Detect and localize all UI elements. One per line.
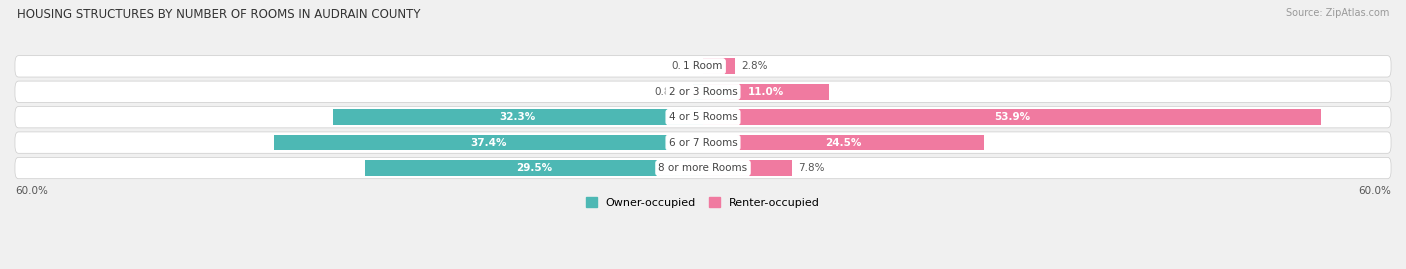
- Bar: [703, 84, 830, 100]
- Text: 0.87%: 0.87%: [654, 87, 688, 97]
- Text: 2 or 3 Rooms: 2 or 3 Rooms: [669, 87, 737, 97]
- Bar: [274, 135, 703, 150]
- Text: 29.5%: 29.5%: [516, 163, 553, 173]
- Bar: [703, 109, 1322, 125]
- Bar: [703, 160, 793, 176]
- FancyBboxPatch shape: [15, 56, 1391, 77]
- Text: 37.4%: 37.4%: [471, 138, 506, 148]
- Text: 11.0%: 11.0%: [748, 87, 785, 97]
- Text: 53.9%: 53.9%: [994, 112, 1031, 122]
- FancyBboxPatch shape: [15, 107, 1391, 128]
- Text: HOUSING STRUCTURES BY NUMBER OF ROOMS IN AUDRAIN COUNTY: HOUSING STRUCTURES BY NUMBER OF ROOMS IN…: [17, 8, 420, 21]
- Text: 2.8%: 2.8%: [741, 61, 768, 71]
- Text: 0.0%: 0.0%: [671, 61, 697, 71]
- Bar: [703, 58, 735, 74]
- FancyBboxPatch shape: [15, 132, 1391, 153]
- Text: 60.0%: 60.0%: [1358, 186, 1391, 196]
- FancyBboxPatch shape: [15, 81, 1391, 102]
- Text: 7.8%: 7.8%: [799, 163, 825, 173]
- Text: 60.0%: 60.0%: [15, 186, 48, 196]
- Bar: [333, 109, 703, 125]
- Bar: [364, 160, 703, 176]
- Text: 32.3%: 32.3%: [499, 112, 536, 122]
- Text: 1 Room: 1 Room: [683, 61, 723, 71]
- Text: 8 or more Rooms: 8 or more Rooms: [658, 163, 748, 173]
- Text: 6 or 7 Rooms: 6 or 7 Rooms: [669, 138, 737, 148]
- Bar: [703, 135, 984, 150]
- Text: 24.5%: 24.5%: [825, 138, 862, 148]
- Text: Source: ZipAtlas.com: Source: ZipAtlas.com: [1285, 8, 1389, 18]
- FancyBboxPatch shape: [15, 157, 1391, 179]
- Bar: [693, 84, 703, 100]
- Legend: Owner-occupied, Renter-occupied: Owner-occupied, Renter-occupied: [581, 193, 825, 212]
- Text: 4 or 5 Rooms: 4 or 5 Rooms: [669, 112, 737, 122]
